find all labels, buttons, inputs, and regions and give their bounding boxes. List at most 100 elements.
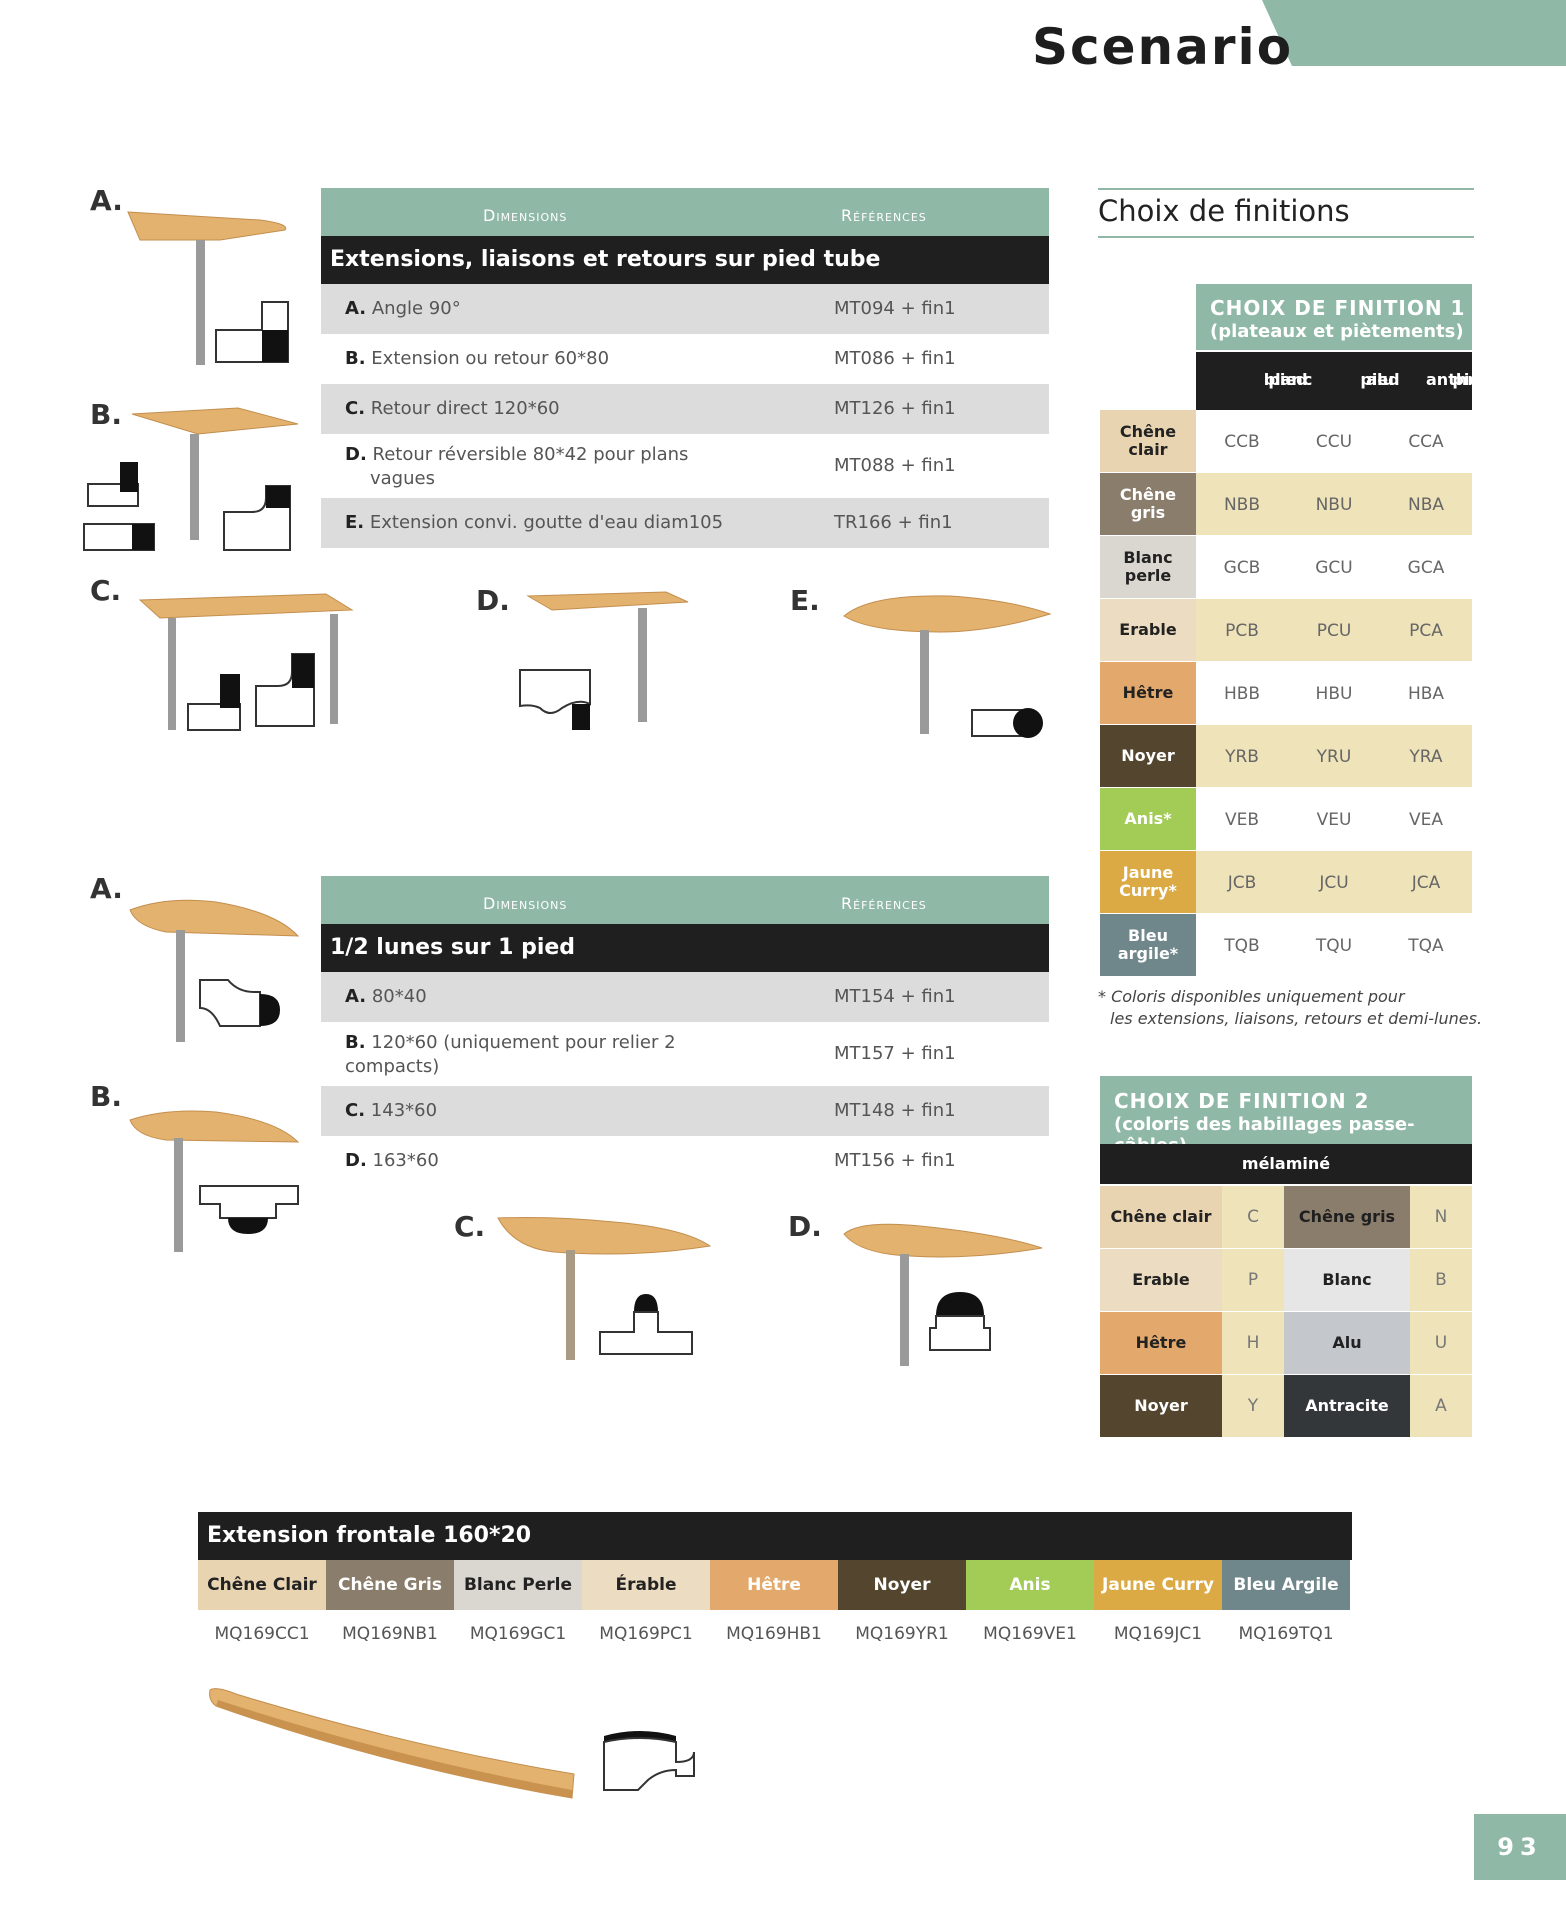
col-header: blanc bbox=[1263, 370, 1313, 389]
page-number: 93 bbox=[1474, 1814, 1566, 1880]
cover-code: N bbox=[1410, 1186, 1472, 1248]
finish-code: NBA bbox=[1407, 495, 1444, 515]
cover-code: Y bbox=[1222, 1375, 1284, 1437]
finition-1-row: Chêne gris NBB NBU NBA bbox=[1100, 473, 1472, 535]
frontal-extension-illustration bbox=[209, 1688, 575, 1799]
finition-1-row: Jaune Curry* JCB JCU JCA bbox=[1100, 851, 1472, 913]
finition-1-row: Hêtre HBB HBU HBA bbox=[1100, 662, 1472, 724]
finish-code: CCU bbox=[1315, 432, 1353, 452]
finish-swatch: Anis* bbox=[1100, 788, 1196, 850]
row-ref: MT086 + fin1 bbox=[834, 348, 956, 369]
table-row: B. 120*60 (uniquement pour relier 2 compa… bbox=[321, 1022, 1049, 1086]
row-background bbox=[1196, 536, 1472, 598]
row-background bbox=[1196, 410, 1472, 472]
note-line: * Coloris disponibles uniquement pour bbox=[1098, 987, 1405, 1006]
finish-swatch: Chêne gris bbox=[1100, 473, 1196, 535]
finish-code: HBA bbox=[1407, 684, 1445, 704]
row-letter: A. bbox=[345, 298, 367, 319]
half-moon-plan-icon bbox=[199, 979, 280, 1027]
finish-code: VEA bbox=[1409, 810, 1443, 830]
col-header: anthracite bbox=[1426, 370, 1520, 389]
frontal-color-swatch: Chêne Gris bbox=[326, 1560, 454, 1610]
row-letter: D. bbox=[345, 1150, 367, 1171]
row-letter: E. bbox=[345, 512, 365, 533]
finish-code: CCA bbox=[1408, 432, 1444, 452]
row-letter: D. bbox=[345, 444, 367, 465]
half-moon-143-illustration bbox=[497, 1217, 712, 1360]
waterdrop-plan-icon bbox=[971, 708, 1043, 738]
row-background bbox=[1196, 725, 1472, 787]
finish-code: JCA bbox=[1411, 873, 1441, 893]
col-references: Références bbox=[841, 894, 927, 913]
table-row: D. 163*60 MT156 + fin1 bbox=[321, 1136, 1049, 1186]
finition-2-caption: CHOIX DE FINITION 2 (coloris des habilla… bbox=[1100, 1076, 1472, 1156]
row-background bbox=[1196, 473, 1472, 535]
corner-plan-icon bbox=[223, 485, 291, 551]
table-row: B. Extension ou retour 60*80 MT086 + fin… bbox=[321, 334, 1049, 384]
cover-swatch: Alu bbox=[1284, 1312, 1410, 1374]
frontal-color-swatch: Érable bbox=[582, 1560, 710, 1610]
figure-label-b: B. bbox=[90, 398, 122, 431]
half-moon-163-plan-icon bbox=[929, 1292, 991, 1351]
cover-code: P bbox=[1222, 1249, 1284, 1311]
row-ref: MT148 + fin1 bbox=[834, 1100, 956, 1121]
figure-label-c: C. bbox=[90, 574, 122, 607]
extension-plan-icon bbox=[83, 523, 155, 551]
col-header: alu bbox=[1366, 370, 1394, 389]
finish-swatch: Noyer bbox=[1100, 725, 1196, 787]
finish-code: JCU bbox=[1319, 873, 1349, 893]
finition-1-row: Chêne clair CCB CCU CCA bbox=[1100, 410, 1472, 472]
page-title: Scenario bbox=[1032, 18, 1294, 76]
row-desc-cont: vagues bbox=[370, 468, 435, 489]
row-desc: Extension convi. goutte d'eau diam105 bbox=[369, 512, 724, 533]
divider bbox=[1098, 188, 1474, 190]
frontal-reference: MQ169NB1 bbox=[342, 1624, 438, 1644]
cover-code: U bbox=[1410, 1312, 1472, 1374]
frontal-reference: MQ169HB1 bbox=[726, 1624, 822, 1644]
finish-code: NBU bbox=[1315, 495, 1353, 515]
finish-code: VEB bbox=[1224, 810, 1260, 830]
table-header: Dimensions Références bbox=[321, 188, 1049, 236]
finish-swatch: Chêne clair bbox=[1100, 410, 1196, 472]
cover-swatch: Hêtre bbox=[1100, 1312, 1222, 1374]
row-letter: A. bbox=[345, 986, 367, 1007]
finition-1-row: Erable PCB PCU PCA bbox=[1100, 599, 1472, 661]
finish-swatch: Blanc perle bbox=[1100, 536, 1196, 598]
return-plan-icon bbox=[87, 462, 139, 507]
figure-label-d: D. bbox=[476, 584, 510, 617]
finition-1-subtitle: (plateaux et piètements) bbox=[1210, 321, 1464, 342]
cover-swatch: Chêne clair bbox=[1100, 1186, 1222, 1248]
frontal-extension-table: Extension frontale 160*20 Chêne Clair MQ1… bbox=[198, 1512, 1352, 1644]
frontal-color-swatch: Jaune Curry bbox=[1094, 1560, 1222, 1610]
half-moon-table: Dimensions Références 1/2 lunes sur 1 pi… bbox=[321, 876, 1049, 1186]
frontal-reference: MQ169VE1 bbox=[983, 1624, 1077, 1644]
table-row: E. Extension convi. goutte d'eau diam105… bbox=[321, 498, 1049, 548]
half-moon-80-illustration bbox=[129, 899, 300, 1042]
row-ref: MT088 + fin1 bbox=[834, 455, 956, 476]
cover-code: B bbox=[1410, 1249, 1472, 1311]
finish-code: VEU bbox=[1316, 810, 1352, 830]
table-row: C. 143*60 MT148 + fin1 bbox=[321, 1086, 1049, 1136]
finish-code: HBU bbox=[1315, 684, 1353, 704]
finition-1-row: Anis* VEB VEU VEA bbox=[1100, 788, 1472, 850]
finish-code: YRB bbox=[1225, 747, 1259, 767]
finition-1-note: * Coloris disponibles uniquement pour le… bbox=[1098, 986, 1482, 1030]
cover-swatch: Blanc bbox=[1284, 1249, 1410, 1311]
section-title: Extension frontale 160*20 bbox=[198, 1512, 1352, 1560]
row-desc: 143*60 bbox=[370, 1100, 438, 1121]
finition-1-row: Noyer YRB YRU YRA bbox=[1100, 725, 1472, 787]
finish-code: CCB bbox=[1224, 432, 1260, 452]
half-moon-120-illustration bbox=[129, 1110, 300, 1252]
divider bbox=[1098, 236, 1474, 238]
finition-1-title: CHOIX DE FINITION 1 bbox=[1210, 296, 1466, 320]
col-dimensions: Dimensions bbox=[483, 894, 568, 913]
half-moon-163-illustration bbox=[843, 1223, 1043, 1366]
col-dimensions: Dimensions bbox=[483, 206, 568, 225]
cover-code: A bbox=[1410, 1375, 1472, 1437]
frontal-color-swatch: Bleu Argile bbox=[1222, 1560, 1350, 1610]
row-background bbox=[1196, 662, 1472, 724]
row-desc: 163*60 bbox=[372, 1150, 439, 1171]
frontal-color-swatch: Hêtre bbox=[710, 1560, 838, 1610]
frontal-color-swatch: Blanc Perle bbox=[454, 1560, 582, 1610]
angle-table-illustration bbox=[127, 211, 287, 365]
